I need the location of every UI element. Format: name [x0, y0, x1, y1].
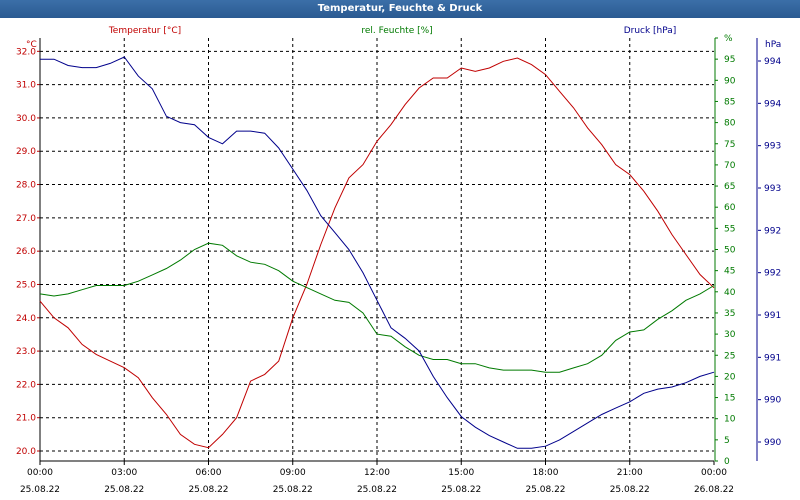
pressure-tick-label: 993	[764, 184, 781, 194]
temperature-tick-label: 25.0	[16, 280, 36, 290]
pressure-tick-label: 990	[764, 438, 781, 448]
x-tick-date: 25.08.22	[188, 485, 228, 495]
pressure-tick-label: 993	[764, 142, 781, 152]
series-lines	[39, 56, 715, 449]
axes	[37, 37, 761, 465]
temperature-tick-label: 30.0	[16, 114, 36, 124]
legend-pressure: Druck [hPa]	[624, 26, 677, 36]
pressure-tick-label: 991	[764, 353, 781, 363]
pressure-tick-label: 994	[764, 57, 781, 67]
humidity-tick-label: 40	[724, 288, 736, 298]
x-tick-time: 12:00	[364, 468, 390, 478]
x-tick-date: 25.08.22	[441, 485, 481, 495]
temperature-tick-label: 31.0	[16, 81, 36, 91]
x-tick-date: 25.08.22	[357, 485, 397, 495]
x-tick-time: 03:00	[111, 468, 137, 478]
x-tick-date: 26.08.22	[694, 485, 734, 495]
chart-title: Temperatur, Feuchte & Druck	[0, 0, 800, 18]
tick-labels: 00:00 25.08.22 03:00 25.08.22 06:00 25.08.22 0…	[16, 34, 781, 495]
humidity-tick-label: 90	[724, 76, 736, 86]
humidity-tick-label: 30	[724, 330, 736, 340]
pressure-line	[40, 56, 715, 449]
x-tick-date: 25.08.22	[104, 485, 144, 495]
humidity-tick-label: 15	[724, 394, 735, 404]
humidity-tick-label: 0	[724, 457, 730, 467]
temperature-axis-unit: °C	[26, 40, 37, 50]
humidity-tick-label: 10	[724, 415, 736, 425]
humidity-tick-label: 65	[724, 182, 735, 192]
temperature-tick-label: 23.0	[16, 347, 36, 357]
humidity-tick-label: 75	[724, 140, 735, 150]
pressure-tick-label: 992	[764, 226, 781, 236]
humidity-tick-label: 25	[724, 351, 735, 361]
x-tick-time: 06:00	[196, 468, 222, 478]
humidity-tick-label: 70	[724, 161, 736, 171]
pressure-tick-label: 991	[764, 311, 781, 321]
humidity-tick-label: 55	[724, 224, 735, 234]
humidity-tick-label: 60	[724, 203, 736, 213]
pressure-tick-label: 992	[764, 269, 781, 279]
legend-temperature: Temperatur [°C]	[108, 26, 181, 36]
humidity-tick-label: %	[724, 34, 733, 44]
humidity-line	[39, 242, 715, 373]
temperature-tick-label: 22.0	[16, 380, 36, 390]
humidity-tick-label: 80	[724, 119, 736, 129]
humidity-tick-label: 95	[724, 55, 735, 65]
x-tick-time: 00:00	[27, 468, 53, 478]
legend-humidity: rel. Feuchte [%]	[361, 26, 432, 36]
temperature-line	[39, 57, 715, 449]
x-tick-time: 09:00	[280, 468, 306, 478]
humidity-tick-label: 20	[724, 372, 736, 382]
x-tick-time: 15:00	[448, 468, 474, 478]
temperature-tick-label: 29.0	[16, 147, 36, 157]
temperature-tick-label: 26.0	[16, 247, 36, 257]
grid-lines	[40, 38, 714, 461]
humidity-tick-label: 5	[724, 436, 730, 446]
x-tick-date: 25.08.22	[273, 485, 313, 495]
chart-canvas: °C Temperatur [°C] rel. Feuchte [%] Druc…	[16, 26, 781, 495]
x-tick-date: 25.08.22	[525, 485, 565, 495]
x-tick-time: 00:00	[701, 468, 727, 478]
x-tick-time: 18:00	[533, 468, 559, 478]
x-tick-date: 25.08.22	[20, 485, 60, 495]
temperature-tick-label: 24.0	[16, 314, 36, 324]
humidity-tick-label: 85	[724, 97, 735, 107]
temperature-tick-label: 32.0	[16, 47, 36, 57]
pressure-tick-label: 994	[764, 99, 781, 109]
humidity-tick-label: 35	[724, 309, 735, 319]
temperature-tick-label: 28.0	[16, 181, 36, 191]
pressure-tick-label: 990	[764, 396, 781, 406]
temperature-tick-label: 21.0	[16, 414, 36, 424]
x-tick-date: 25.08.22	[610, 485, 650, 495]
temperature-tick-label: 20.0	[16, 447, 36, 457]
x-tick-time: 21:00	[617, 468, 643, 478]
humidity-tick-label: 50	[724, 246, 736, 256]
temperature-tick-label: 27.0	[16, 214, 36, 224]
humidity-tick-label: 45	[724, 267, 735, 277]
pressure-axis-unit: hPa	[765, 40, 781, 50]
